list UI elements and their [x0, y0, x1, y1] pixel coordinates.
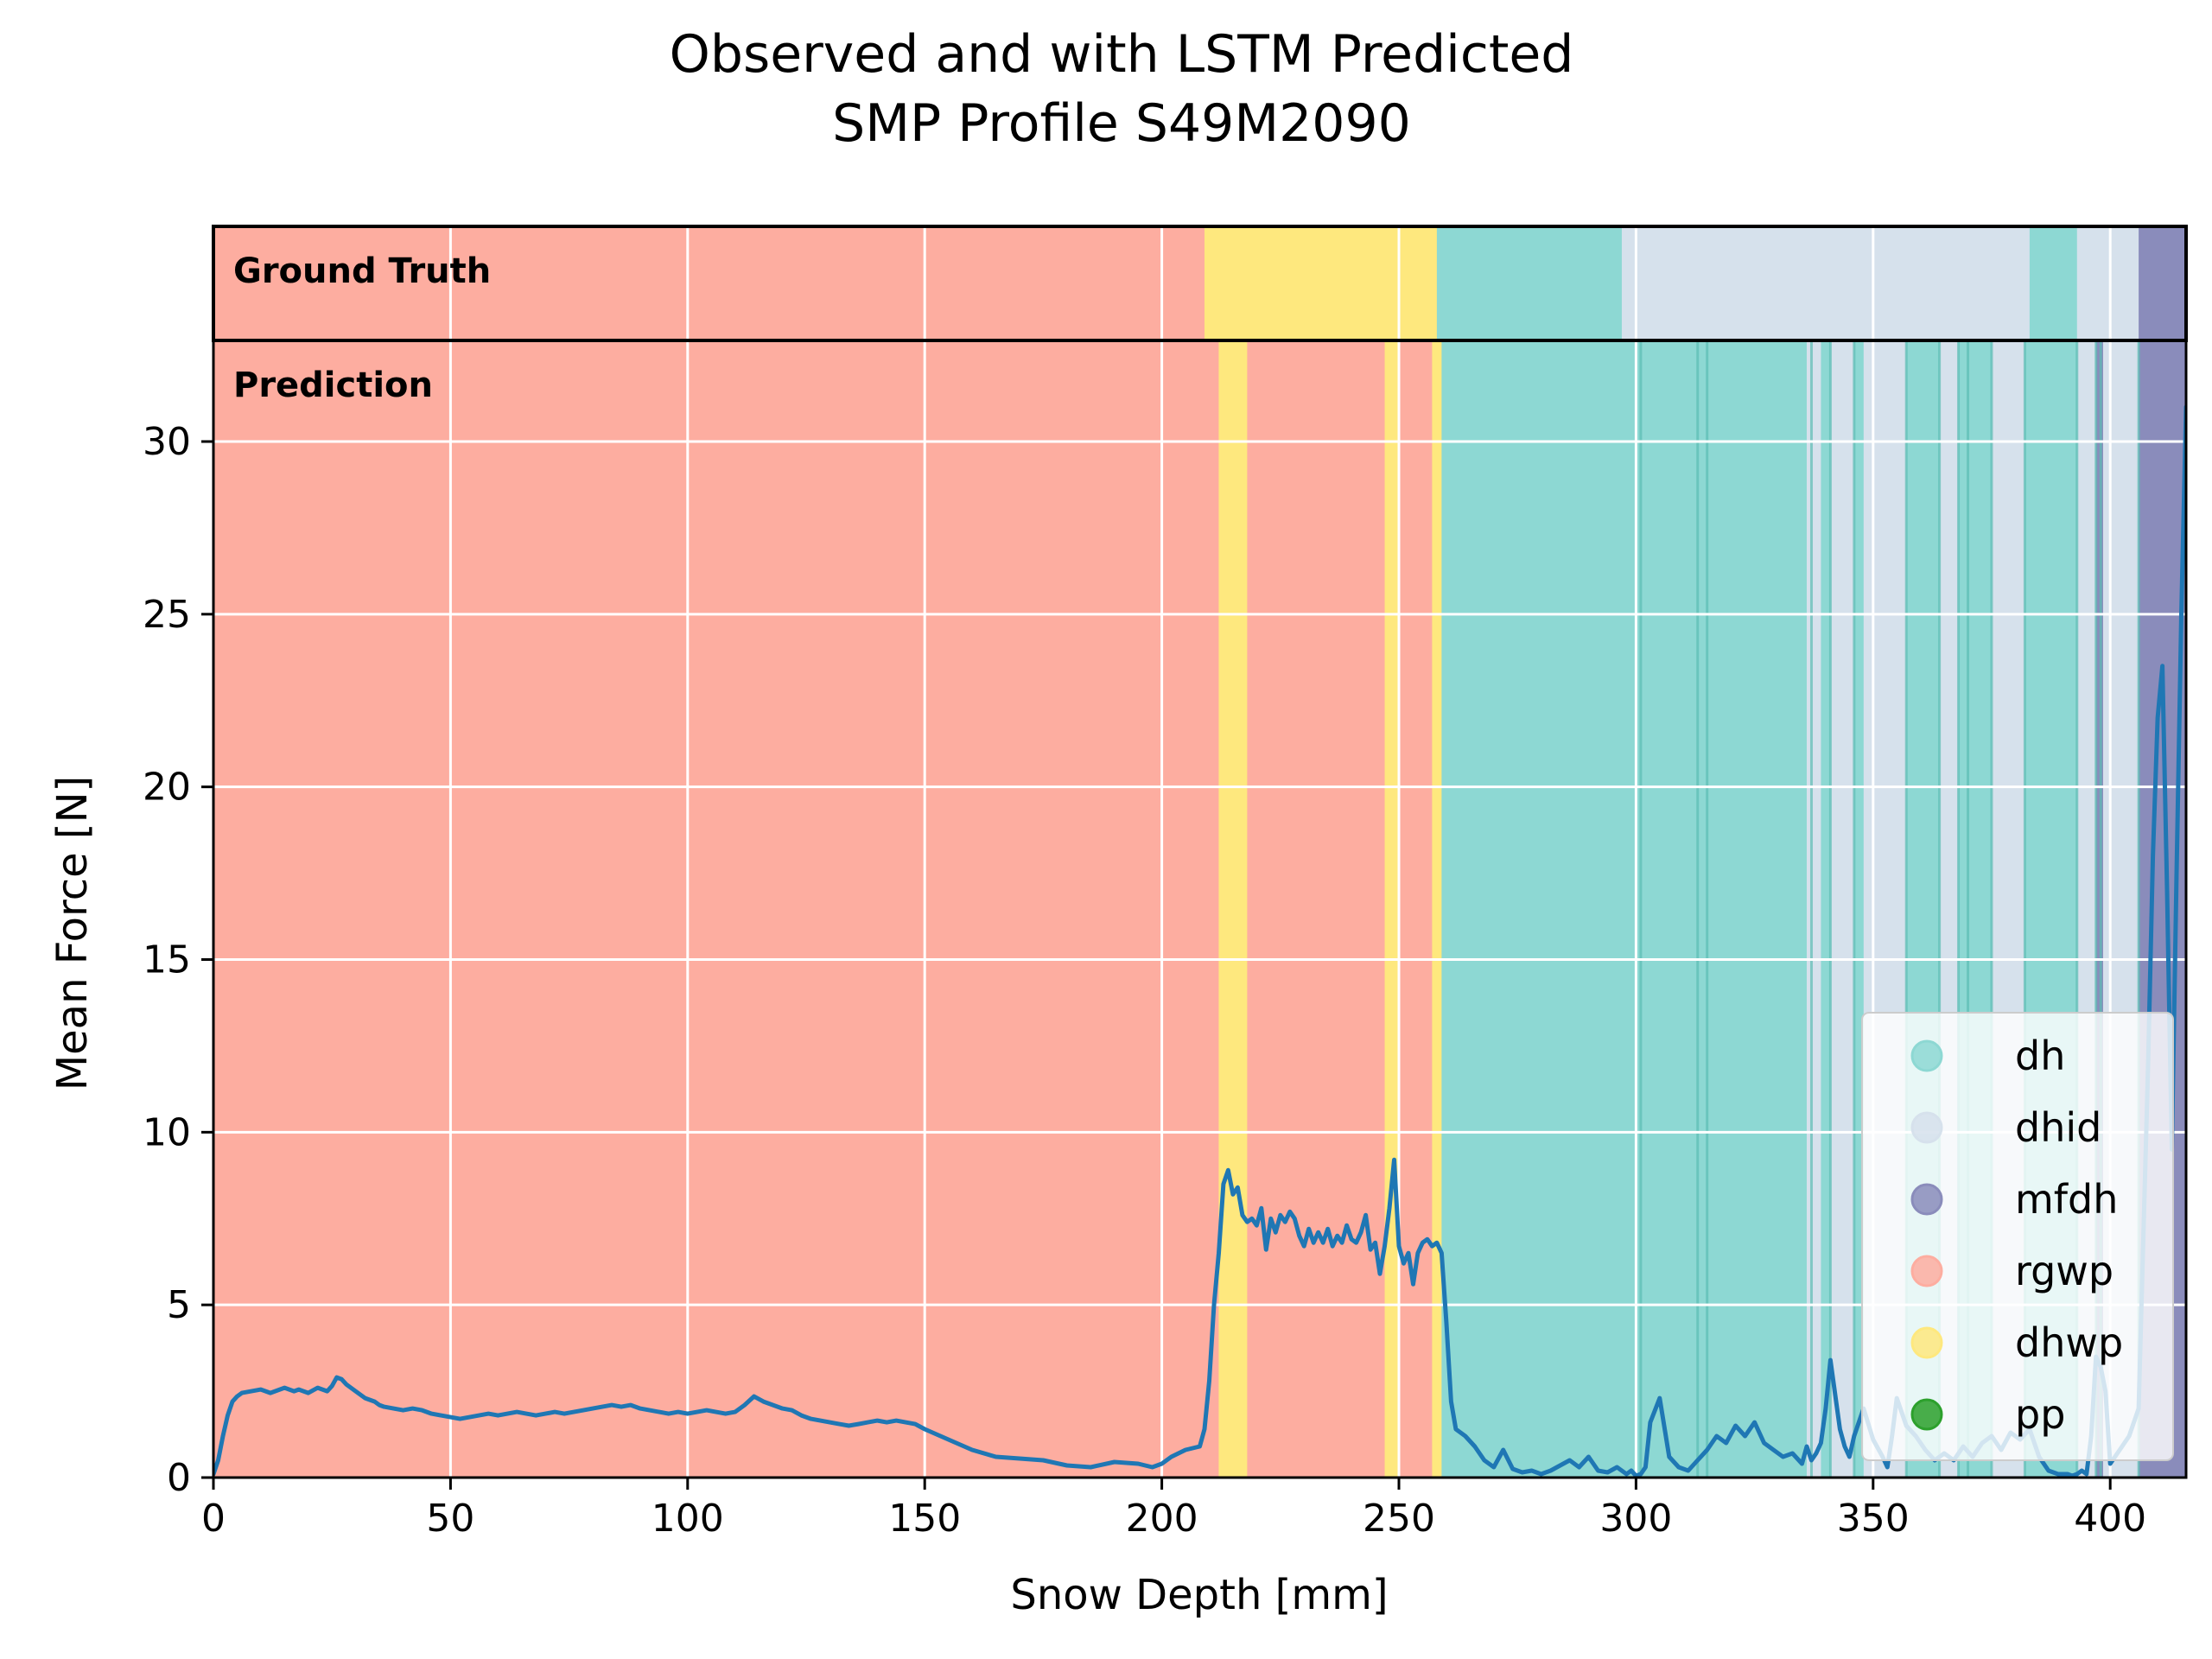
ground-truth-segment-dhwp: [1204, 226, 1438, 340]
legend-label-dhid: dhid: [2015, 1104, 2101, 1151]
x-tick-label: 100: [652, 1497, 724, 1541]
prediction-segment-rgwp: [1398, 340, 1433, 1478]
prediction-label: Prediction: [233, 365, 433, 405]
legend-marker-mfdh: [1910, 1183, 1943, 1216]
prediction-segment-dh: [1821, 340, 1831, 1478]
y-tick-label: 10: [143, 1110, 191, 1154]
plot-frame: [212, 225, 2188, 1479]
prediction-segment-rgwp: [1247, 340, 1386, 1478]
prediction-segment-dh: [1441, 340, 1808, 1478]
legend-marker-rgwp: [1910, 1255, 1943, 1287]
chart-title-line1: Observed and with LSTM Predicted: [670, 24, 1574, 85]
legend-label-mfdh: mfdh: [2015, 1176, 2118, 1223]
legend: dh dhid mfdh rgwp dhwp pp: [1861, 1012, 2174, 1461]
chart-title-line2: SMP Profile S49M2090: [832, 93, 1411, 154]
prediction-segment-dhid: [1830, 340, 1855, 1478]
y-tick-label: 0: [167, 1456, 191, 1500]
y-tick-label: 15: [143, 938, 191, 982]
prediction-segment-dh: [1853, 340, 1865, 1478]
ground-truth-band: [213, 226, 2186, 340]
ground-truth-segment-mfdh: [2139, 226, 2186, 340]
prediction-segment-dhwp: [1384, 340, 1400, 1478]
legend-marker-dh: [1910, 1039, 1943, 1072]
y-tick-label: 25: [143, 593, 191, 637]
prediction-segment-dhwp: [1218, 340, 1248, 1478]
y-tick-label: 30: [143, 420, 191, 464]
grid: [213, 226, 2186, 1478]
ground-truth-segment-rgwp: [213, 226, 1205, 340]
ground-truth-label: Ground Truth: [233, 251, 491, 291]
ground-truth-segment-dh: [1436, 226, 1623, 340]
x-tick-label: 0: [201, 1497, 226, 1541]
legend-label-dhwp: dhwp: [2015, 1319, 2123, 1366]
legend-marker-dhwp: [1910, 1326, 1943, 1359]
prediction-segment-dhwp: [1432, 340, 1442, 1478]
y-tick-label: 5: [167, 1283, 191, 1327]
x-axis: 0 50 100 150 200 250 300 350 400: [201, 1478, 2146, 1541]
ground-truth-segment-dh: [2029, 226, 2078, 340]
legend-label-pp: pp: [2015, 1391, 2065, 1438]
x-tick-label: 200: [1126, 1497, 1198, 1541]
legend-label-rgwp: rgwp: [2015, 1248, 2113, 1294]
x-tick-label: 250: [1363, 1497, 1435, 1541]
x-tick-label: 300: [1599, 1497, 1672, 1541]
x-tick-label: 150: [888, 1497, 961, 1541]
legend-marker-pp: [1910, 1398, 1943, 1431]
prediction-segment-dhid: [1806, 340, 1821, 1478]
x-tick-label: 350: [1837, 1497, 1910, 1541]
x-axis-label: Snow Depth [mm]: [1010, 1571, 1388, 1619]
legend-label-dh: dh: [2015, 1033, 2065, 1079]
legend-marker-dhid: [1910, 1111, 1943, 1144]
prediction-segment-rgwp: [213, 340, 1219, 1478]
y-tick-label: 20: [143, 766, 191, 810]
x-tick-label: 400: [2074, 1497, 2146, 1541]
ground-truth-segment-dhid: [1621, 226, 2031, 340]
x-tick-label: 50: [426, 1497, 474, 1541]
y-axis: 0 5 10 15 20 25 30: [143, 420, 213, 1500]
y-axis-label: Mean Force [N]: [48, 776, 97, 1091]
ground-truth-segment-dhid: [2076, 226, 2139, 340]
